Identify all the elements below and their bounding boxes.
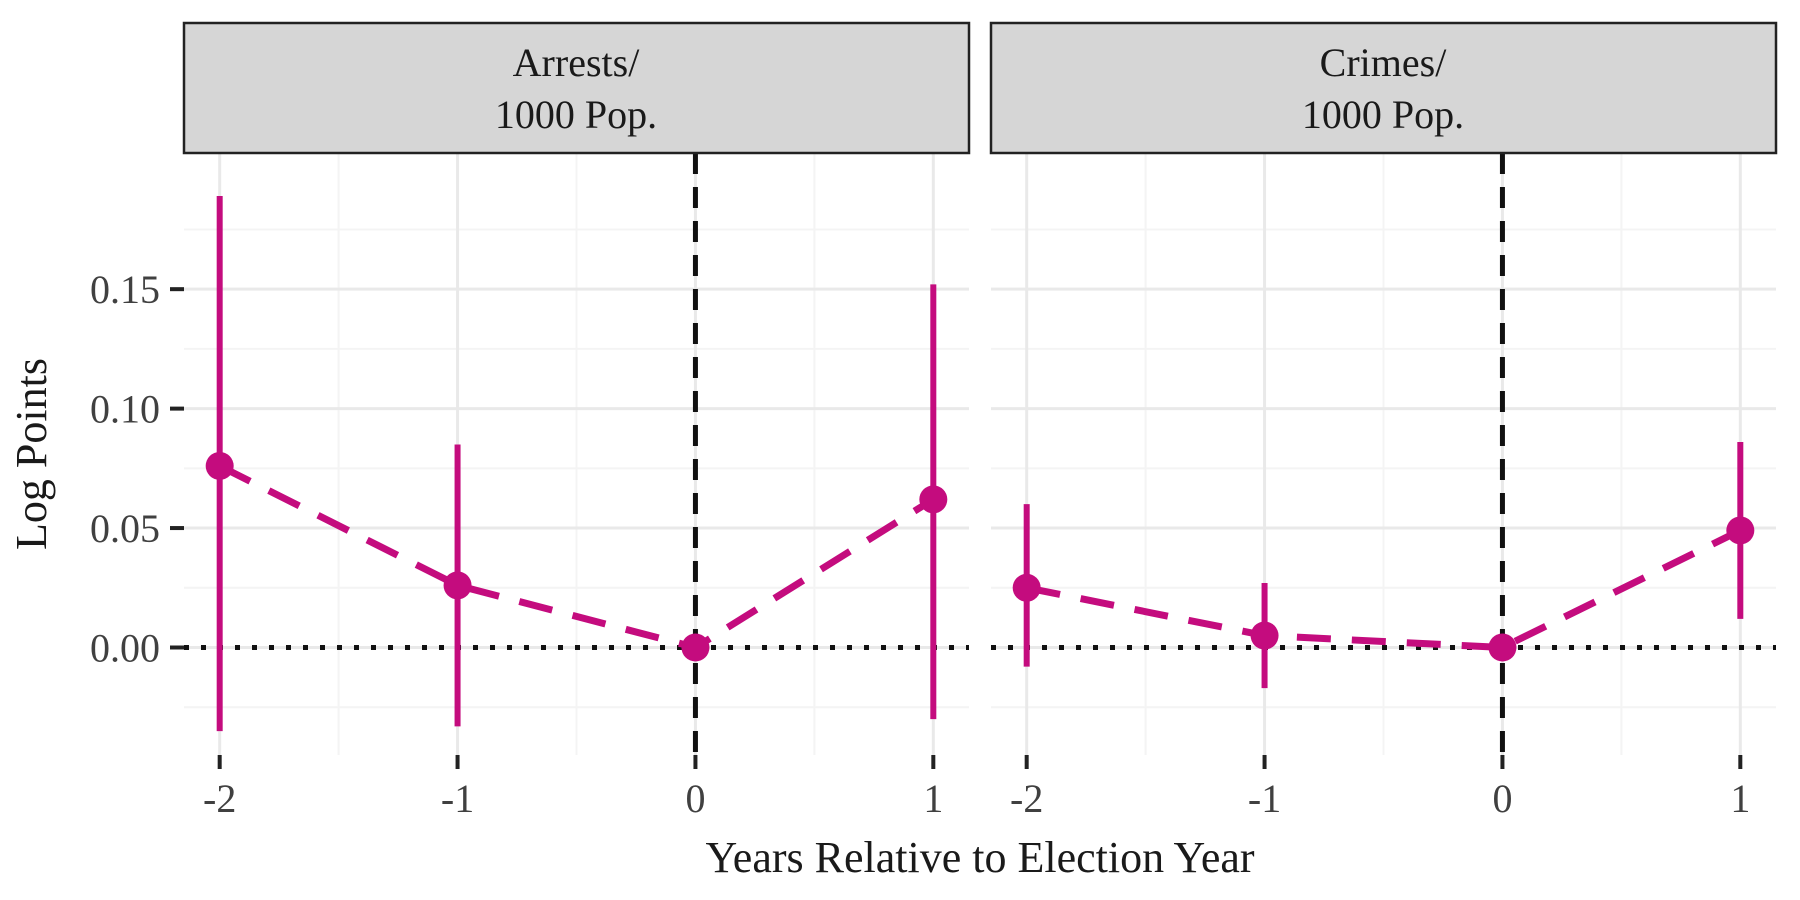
facet-label-line: Arrests/ (513, 40, 641, 85)
x-tick-label: 0 (685, 776, 705, 821)
data-point (681, 633, 710, 662)
trend-line (218, 462, 936, 652)
facet-label-line: 1000 Pop. (495, 92, 657, 137)
data-point (919, 485, 948, 514)
data-point (1488, 633, 1517, 662)
plot-area: -2 -1 0 1 -2 -1 0 1 0.00 0.05 0.10 0.15 (90, 153, 1776, 821)
data-point (1250, 621, 1279, 650)
x-tick-label: 1 (1730, 776, 1750, 821)
trend-line (1025, 527, 1742, 652)
y-tick-label: 0.10 (90, 387, 160, 432)
facet-strip-arrests-label: Arrests/1000 Pop. (495, 40, 657, 137)
y-tick-label: 0.15 (90, 267, 160, 312)
data-point (1012, 573, 1041, 602)
y-tick-label: 0.00 (90, 626, 160, 671)
facet-label-line: 1000 Pop. (1302, 92, 1464, 137)
x-axis-title: Years Relative to Election Year (705, 833, 1254, 882)
data-point (205, 451, 234, 480)
y-axis-title: Log Points (7, 358, 56, 550)
data-point (1726, 516, 1755, 545)
x-tick-label: -2 (203, 776, 236, 821)
y-tick-label: 0.05 (90, 506, 160, 551)
x-tick-label: -1 (441, 776, 474, 821)
facet-strip-crimes-label: Crimes/1000 Pop. (1302, 40, 1464, 137)
data-point (443, 571, 472, 600)
facet-strip-arrests (182, 21, 971, 155)
x-tick-label: 1 (923, 776, 943, 821)
facet-label-line: Crimes/ (1320, 40, 1448, 85)
x-tick-label: 0 (1492, 776, 1512, 821)
x-tick-label: -2 (1010, 776, 1043, 821)
x-tick-label: -1 (1248, 776, 1281, 821)
facet-strip-crimes (989, 21, 1778, 155)
